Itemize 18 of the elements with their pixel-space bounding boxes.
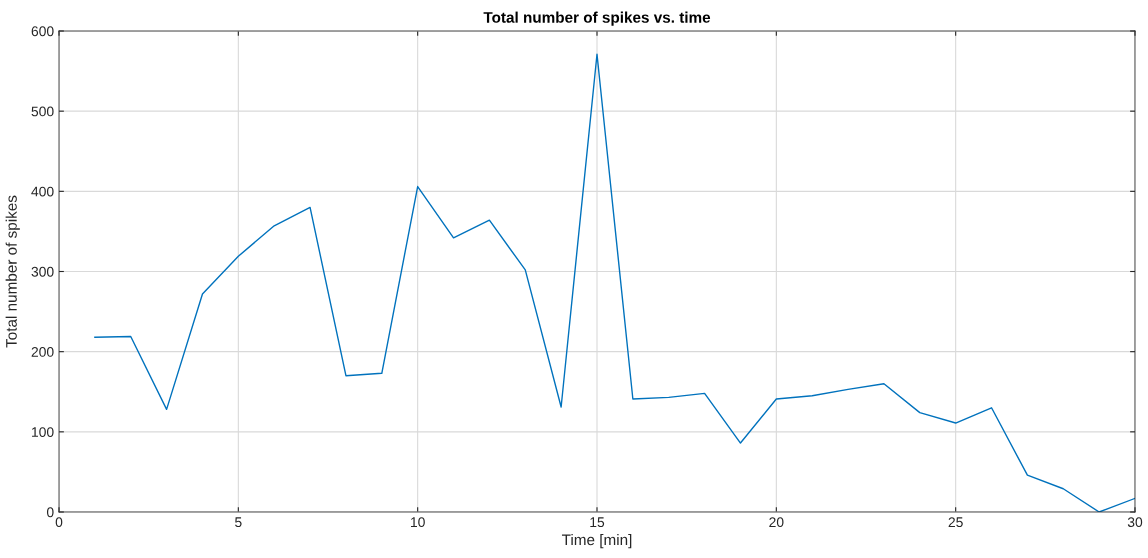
chart-title: Total number of spikes vs. time — [483, 11, 711, 26]
y-tick-label: 300 — [31, 266, 54, 277]
y-tick-label: 400 — [31, 186, 54, 197]
y-tick-label: 0 — [46, 507, 54, 518]
y-tick-label: 200 — [31, 347, 54, 357]
x-tick-label: 30 — [1127, 517, 1143, 528]
x-tick-label: 0 — [55, 517, 63, 528]
y-tick-label: 600 — [31, 26, 54, 37]
x-axis-title: Time [min] — [561, 533, 632, 549]
line-series — [94, 53, 1135, 512]
y-axis-title: Total number of spikes — [5, 195, 20, 348]
x-tick-label: 15 — [590, 517, 605, 528]
x-tick-label: 20 — [769, 517, 784, 528]
x-tick-label: 25 — [948, 517, 963, 528]
x-tick-label: 10 — [411, 517, 425, 528]
y-tick-label: 100 — [32, 427, 54, 437]
y-tick-label: 500 — [31, 106, 54, 117]
x-tick-label: 5 — [235, 517, 242, 528]
